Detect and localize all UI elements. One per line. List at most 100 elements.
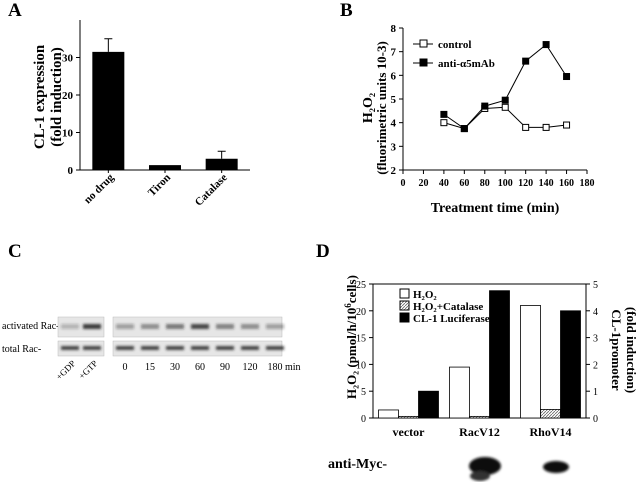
blot-band-activated [166,324,184,329]
legend-open-square-icon [419,39,428,48]
legend-filled-square-icon [419,58,428,67]
blot-band-total [241,346,259,350]
blot-band-activated [241,324,259,329]
panel-b-point [522,123,530,131]
panel-d-ylabel-left-suffix: cells) [344,275,359,303]
panel-d-ytick-left-label: 10 [356,360,366,371]
blot-band-activated [83,324,101,329]
panel-d-bar [560,310,581,419]
panel-b-ytick-label: 8 [391,23,397,35]
blot-band-total [216,346,234,350]
panel-d-bar [418,390,439,419]
panel-d-ytick-left-label: 5 [361,387,366,398]
panel-d-blot-label: anti-Myc- [328,457,387,472]
blot-row-label-total: total Rac- [2,344,41,355]
blot-band-activated [191,324,209,329]
panel-b-point [522,57,530,65]
panel-d-bar [469,415,490,419]
panel-d-bar [540,409,561,419]
blot-time-lane-label: 30 [170,362,180,373]
panel-a-ytick-label: 30 [62,53,74,65]
panel-d-ytick-right-label: 5 [593,280,598,291]
blot-band-total [61,346,79,350]
panel-d-ylabel-left-prefix: H₂O₂ (pmol/h/10 [344,308,359,399]
blot-band-total [266,346,284,350]
panel-b-xtick-label: 60 [459,178,469,189]
blot-time-lane-label: 90 [220,362,230,373]
blot-band-total [191,346,209,350]
blot-band-total [83,346,101,350]
legend-hatched-box-icon [399,300,410,311]
panel-d-ytick-right-label: 1 [593,387,598,398]
panel-b-legend-antibody: anti-α5mAb [438,58,495,70]
blot-band-activated [141,324,159,329]
blot-time-unit: min [285,362,301,373]
blot-band-activated [116,324,134,329]
panel-letter-b: B [340,0,353,21]
legend-white-box-icon [399,288,410,299]
legend-black-box-icon [399,312,410,323]
blot-time-lane-label: 60 [195,362,205,373]
panel-b-xtick-label: 20 [418,178,428,189]
panel-a-ytick-label: 0 [68,165,74,177]
panel-d-ylabel-left-sup: 6 [343,303,353,308]
panel-d-ytick-left-label: 15 [356,334,366,345]
panel-d-ytick-right-label: 4 [593,307,598,318]
panel-b-ytick-label: 6 [391,70,397,82]
blot-time-lane-label: 180 [268,362,283,373]
panel-b-ytick-label: 4 [391,118,397,130]
panel-d-bar [398,415,419,419]
panel-b-ytick-label: 3 [391,141,397,153]
panel-b-xtick-label: 40 [439,178,449,189]
blot-time-lane-label: 120 [243,362,258,373]
panel-b-xtick-label: 0 [401,178,406,189]
panel-a-ytick-label: 10 [62,128,74,140]
panel-letter-a: A [8,0,22,21]
panel-d-legend-catalase: H₂O₂+Catalase [413,301,483,313]
panel-d-ylabel-right-2: (fold induction) [624,307,639,393]
panel-d-ytick-right-label: 3 [593,334,598,345]
panel-b-point [563,121,571,129]
panel-a-ylabel-2: (fold induction) [49,47,65,147]
panel-d-legend-luciferase: CL-1 Luciferase [413,313,490,325]
blot-band-total [116,346,134,350]
panel-b-xtick-label: 120 [518,178,533,189]
panel-d-bar [520,305,541,419]
panel-b-xtick-label: 160 [559,178,574,189]
blot-band-activated [61,324,79,329]
panel-b-xtick-label: 100 [498,178,513,189]
panel-letter-d: D [316,241,330,262]
blot-band-total [166,346,184,350]
panel-d-blot-bands [469,457,569,481]
blot-time-lane-label: 15 [145,362,155,373]
panel-a-ytick-label: 20 [62,90,74,102]
panel-b-point [501,96,509,104]
panel-a-bar [92,51,125,170]
panel-b-ytick-label: 5 [391,94,397,106]
panel-b-xtick-label: 80 [480,178,490,189]
panel-d-ytick-left-label: 0 [361,414,366,425]
panel-d-bar [449,366,470,419]
blot-band-total [141,346,159,350]
panel-b-point [563,73,571,81]
panel-b-xtick-label: 140 [539,178,554,189]
panel-b-point [460,125,468,133]
blot-time-lane-label: 0 [123,362,128,373]
blot-band-activated [266,324,284,329]
svg-text:H₂O₂ (pmol/h/106cells): H₂O₂ (pmol/h/106cells) [343,275,359,399]
panel-b-point [440,119,448,127]
panel-b-xlabel: Treatment time (min) [431,201,560,216]
panel-d-ytick-right-label: 2 [593,360,598,371]
panel-d-ylabel-right-1: CL-1promoter [609,309,624,391]
panel-b-point [501,103,509,111]
panel-b-ytick-label: 7 [391,47,397,59]
panel-b-ylabel-2: (fluorimetric units 10-3) [374,41,389,175]
panel-b-point [542,123,550,131]
panel-b-ylabel-1: H₂O₂ [361,93,376,123]
panel-a-bar [149,165,181,170]
panel-letter-c: C [8,241,22,262]
panel-d-category-label: vector [393,425,426,439]
